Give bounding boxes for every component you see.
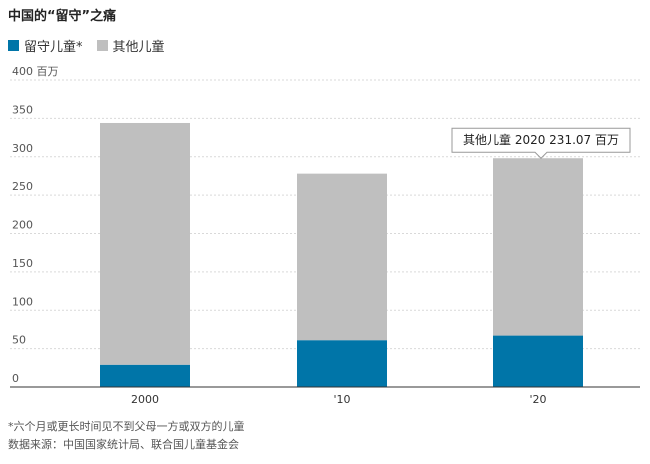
chart-title: 中国的“留守”之痛 (8, 9, 117, 24)
legend-swatch-other-children (96, 39, 108, 51)
bar-segment (493, 158, 583, 336)
y-tick-label: 0 (12, 372, 19, 385)
y-tick-label: 250 (12, 180, 33, 193)
y-tick-label: 150 (12, 257, 33, 270)
legend-swatch-left-behind (8, 39, 19, 51)
source-note: 数据来源：中国国家统计局、联合国儿童基金会 (8, 438, 239, 451)
bar-segment (493, 335, 583, 387)
y-tick-label: 50 (12, 334, 26, 347)
legend-item-other-children[interactable]: 其他儿童 (96, 36, 165, 55)
tooltip-label: 其他儿童 2020 231.07 百万 (463, 132, 619, 147)
chart-legend: 留守儿童* 其他儿童 (8, 36, 179, 55)
x-tick-label: '10 (333, 393, 350, 406)
y-tick-label: 350 (12, 103, 33, 116)
bar-segment (297, 340, 387, 387)
bar-segment (100, 364, 190, 387)
y-tick-label: 300 (12, 142, 33, 155)
bar-segment (100, 122, 190, 365)
y-tick-label: 100 (12, 295, 33, 308)
y-tick-label: 200 (12, 219, 33, 232)
legend-label-other-children: 其他儿童 (112, 39, 165, 55)
legend-label-left-behind: 留守儿童* (24, 39, 83, 55)
x-tick-label: '20 (529, 393, 546, 406)
legend-item-left-behind[interactable]: 留守儿童* (8, 36, 83, 55)
bar-segment (297, 173, 387, 341)
tooltip-box (451, 127, 631, 159)
y-tick-label: 400 百万 (12, 65, 59, 78)
x-tick-label: 2000 (131, 393, 159, 406)
footnote: *六个月或更长时间见不到父母一方或双方的儿童 (8, 420, 245, 433)
